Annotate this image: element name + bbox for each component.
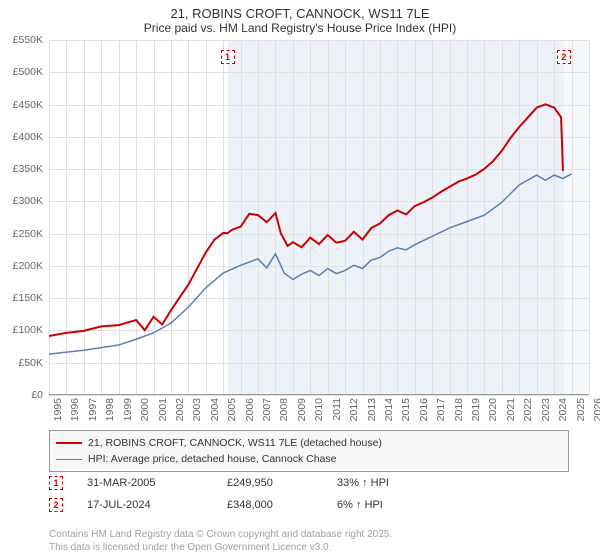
x-tick-label: 2024 [557,398,569,421]
x-tick-label: 2018 [453,398,465,421]
legend-swatch [56,459,82,460]
x-tick-label: 2020 [487,398,499,421]
footer-line-1: Contains HM Land Registry data © Crown c… [49,529,569,542]
x-tick-label: 2011 [331,398,343,421]
x-tick-label: 2014 [383,398,395,421]
chart-area: £0 £50K £100K £150K £200K £250K £300K £350K £400… [5,40,595,420]
y-tick-label: £300K [13,195,43,207]
sale-price: £249,950 [227,477,337,489]
x-tick-label: 1996 [69,398,81,421]
chart-container: 21, ROBINS CROFT, CANNOCK, WS11 7LE Pric… [0,0,600,560]
y-tick-label: £350K [13,163,43,175]
legend-label: 21, ROBINS CROFT, CANNOCK, WS11 7LE (det… [88,437,382,449]
x-tick-label: 2001 [157,398,169,421]
x-tick-label: 2019 [470,398,482,421]
x-tick-label: 2008 [278,398,290,421]
title-line-1: 21, ROBINS CROFT, CANNOCK, WS11 7LE [0,6,600,21]
chart-title: 21, ROBINS CROFT, CANNOCK, WS11 7LE Pric… [0,0,600,37]
sale-events: 1 31-MAR-2005£249,95033% ↑ HPI 2 17-JUL-202… [49,472,569,516]
legend-label: HPI: Average price, detached house, Cann… [88,453,336,465]
x-tick-label: 2002 [174,398,186,421]
x-tick-label: 2007 [261,398,273,421]
footer-line-2: This data is licensed under the Open Gov… [49,542,569,555]
x-tick-label: 2005 [226,398,238,421]
y-tick-label: £400K [13,131,43,143]
legend-row: 21, ROBINS CROFT, CANNOCK, WS11 7LE (det… [56,435,562,451]
sale-row: 2 17-JUL-2024£348,0006% ↑ HPI [49,494,569,516]
x-tick-label: 2006 [244,398,256,421]
sale-row-marker: 2 [49,498,63,512]
series-line-price_paid [49,104,564,336]
y-tick-label: £0 [31,389,43,401]
sale-row-marker: 1 [49,476,63,490]
x-tick-label: 2021 [505,398,517,421]
sale-price: £348,000 [227,499,337,511]
x-tick-label: 2010 [313,398,325,421]
legend-swatch [56,442,82,444]
series-line-hpi [49,174,572,354]
footer-attribution: Contains HM Land Registry data © Crown c… [49,529,569,554]
y-tick-label: £150K [13,292,43,304]
y-tick-label: £250K [13,228,43,240]
y-tick-label: £500K [13,66,43,78]
y-axis: £0£50K£100K£150K£200K£250K£300K£350K£400… [5,40,47,395]
sale-marker-1: 1 [221,50,235,64]
x-axis: 1995 1996 1997 1998 1999 2000 2001 2002 2003 2004… [49,398,589,428]
x-tick-label: 2026 [592,398,600,421]
sale-date: 17-JUL-2024 [87,499,227,511]
legend-row: HPI: Average price, detached house, Cann… [56,451,562,467]
x-tick-label: 2016 [418,398,430,421]
sale-marker-2: 2 [557,50,571,64]
y-tick-label: £550K [13,34,43,46]
sale-hpi-diff: 33% ↑ HPI [337,477,457,489]
legend: 21, ROBINS CROFT, CANNOCK, WS11 7LE (det… [49,430,569,472]
x-tick-label: 1998 [104,398,116,421]
x-tick-label: 2012 [348,398,360,421]
x-tick-label: 2004 [209,398,221,421]
title-line-2: Price paid vs. HM Land Registry's House … [0,21,600,35]
x-tick-label: 2023 [540,398,552,421]
x-tick-label: 2003 [191,398,203,421]
x-tick-label: 2025 [575,398,587,421]
y-tick-label: £450K [13,99,43,111]
x-tick-label: 1995 [52,398,64,421]
x-tick-label: 1997 [87,398,99,421]
gridline-h [49,395,589,396]
sale-date: 31-MAR-2005 [87,477,227,489]
sale-hpi-diff: 6% ↑ HPI [337,499,457,511]
x-tick-label: 2013 [366,398,378,421]
y-tick-label: £100K [13,324,43,336]
x-tick-label: 2015 [400,398,412,421]
x-tick-label: 2017 [435,398,447,421]
plot-area: 12 [49,40,589,395]
y-tick-label: £50K [18,357,43,369]
line-layer [49,40,589,394]
sale-row: 1 31-MAR-2005£249,95033% ↑ HPI [49,472,569,494]
x-tick-label: 2022 [522,398,534,421]
gridline-v [589,40,590,394]
y-tick-label: £200K [13,260,43,272]
x-tick-label: 2000 [139,398,151,421]
x-tick-label: 2009 [296,398,308,421]
x-tick-label: 1999 [122,398,134,421]
